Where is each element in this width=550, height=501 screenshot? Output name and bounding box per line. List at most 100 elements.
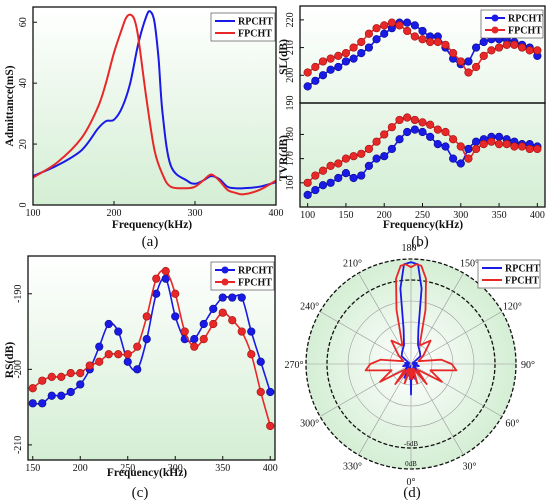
polar-angle-label: 330°	[343, 461, 362, 472]
data-point-fpcht	[303, 178, 312, 187]
legend-label-fpcht: FPCHT	[508, 26, 542, 37]
data-point-fpcht	[449, 135, 458, 144]
data-point-fpcht	[410, 115, 419, 125]
data-point-fpcht	[318, 166, 328, 175]
data-point-fpcht	[303, 68, 312, 77]
polar-spoke	[410, 363, 464, 456]
data-point-rpcht	[152, 289, 161, 298]
data-point-rpcht	[349, 173, 358, 183]
x-tick-label: 400	[263, 463, 278, 474]
x-tick-label: 200	[107, 208, 122, 219]
data-point-fpcht	[525, 144, 534, 154]
data-point-fpcht	[372, 137, 381, 146]
data-point-rpcht	[372, 35, 381, 44]
data-point-fpcht	[218, 308, 227, 317]
x-tick-label: 350	[492, 210, 507, 221]
data-point-rpcht	[341, 57, 351, 66]
data-point-fpcht	[247, 350, 256, 359]
data-point-fpcht	[510, 142, 519, 151]
polar-ring-label: 0dB	[405, 460, 417, 468]
data-point-fpcht	[372, 24, 381, 33]
data-point-fpcht	[441, 40, 450, 49]
data-point-fpcht	[471, 144, 481, 154]
data-point-fpcht	[152, 274, 161, 283]
x-tick-label: 300	[453, 210, 468, 221]
data-point-fpcht	[380, 21, 389, 30]
data-point-fpcht	[387, 123, 396, 132]
data-point-fpcht	[95, 357, 104, 366]
data-point-rpcht	[114, 327, 123, 336]
data-point-fpcht	[349, 43, 358, 52]
y-tick-label: -200	[13, 360, 24, 378]
data-point-rpcht	[341, 169, 351, 178]
data-point-fpcht	[357, 149, 366, 158]
data-point-rpcht	[199, 319, 208, 329]
legend-label-rpcht: RPCHT	[505, 264, 540, 275]
data-point-fpcht	[311, 62, 320, 72]
legend-box	[210, 12, 276, 42]
polar-angle-label: 0°	[407, 477, 416, 488]
data-point-rpcht	[426, 132, 435, 141]
data-point-rpcht	[228, 293, 237, 302]
data-point-rpcht	[334, 173, 343, 183]
data-point-fpcht	[494, 140, 504, 149]
legend-marker-rpcht	[491, 14, 499, 22]
data-point-fpcht	[410, 32, 419, 41]
polar-angle-label: 210°	[343, 259, 362, 270]
data-point-fpcht	[502, 140, 511, 149]
data-point-fpcht	[533, 144, 542, 154]
polar-series-fpcht	[364, 263, 458, 385]
legend-label-rpcht: RPCHT	[238, 266, 273, 277]
data-point-rpcht	[456, 159, 465, 168]
data-point-rpcht	[380, 29, 389, 38]
data-point-rpcht	[104, 319, 113, 329]
panel-a-xlabel: Frequency(kHz)	[112, 219, 192, 231]
legend-marker-fpcht	[221, 278, 229, 286]
data-point-rpcht	[47, 391, 56, 400]
data-point-fpcht	[403, 113, 412, 122]
polar-spoke	[319, 363, 412, 417]
data-point-rpcht	[142, 335, 151, 344]
data-point-fpcht	[479, 51, 488, 60]
data-point-fpcht	[418, 118, 427, 127]
data-point-fpcht	[311, 171, 320, 180]
data-point-fpcht	[341, 49, 351, 58]
panel-label-c: (c)	[132, 485, 149, 501]
panel-label-b: (b)	[411, 234, 429, 250]
y-tick-label: -210	[13, 436, 24, 454]
data-point-fpcht	[85, 361, 94, 370]
data-point-rpcht	[403, 18, 412, 27]
data-point-fpcht	[418, 35, 427, 44]
data-point-rpcht	[57, 391, 66, 400]
data-point-fpcht	[66, 369, 75, 378]
data-point-rpcht	[471, 43, 481, 52]
data-point-rpcht	[303, 82, 312, 91]
data-point-rpcht	[95, 342, 104, 351]
y-tick-label: -190	[13, 285, 24, 303]
polar-angle-label: 300°	[300, 419, 319, 430]
y-tick-label: 180	[285, 127, 296, 142]
legend-label-rpcht: RPCHT	[238, 17, 273, 28]
data-point-rpcht	[76, 380, 85, 389]
data-point-fpcht	[28, 384, 37, 393]
data-point-rpcht	[433, 140, 442, 149]
y-tick-label: 60	[18, 17, 29, 27]
data-point-fpcht	[180, 327, 189, 336]
data-point-rpcht	[38, 399, 47, 408]
polar-spoke	[410, 311, 503, 365]
data-point-rpcht	[479, 37, 488, 47]
legend-marker-fpcht	[491, 26, 499, 34]
data-point-fpcht	[487, 137, 496, 146]
data-point-rpcht	[471, 137, 481, 146]
data-point-rpcht	[266, 387, 275, 397]
series-line-fpcht	[32, 13, 277, 196]
polar-angle-label: 270°	[285, 360, 304, 371]
data-point-fpcht	[57, 372, 66, 381]
data-point-fpcht	[433, 37, 442, 47]
panel-label-d: (d)	[403, 485, 421, 501]
data-point-fpcht	[256, 387, 265, 397]
polar-angle-label: 30°	[463, 461, 477, 472]
data-point-fpcht	[387, 18, 396, 27]
